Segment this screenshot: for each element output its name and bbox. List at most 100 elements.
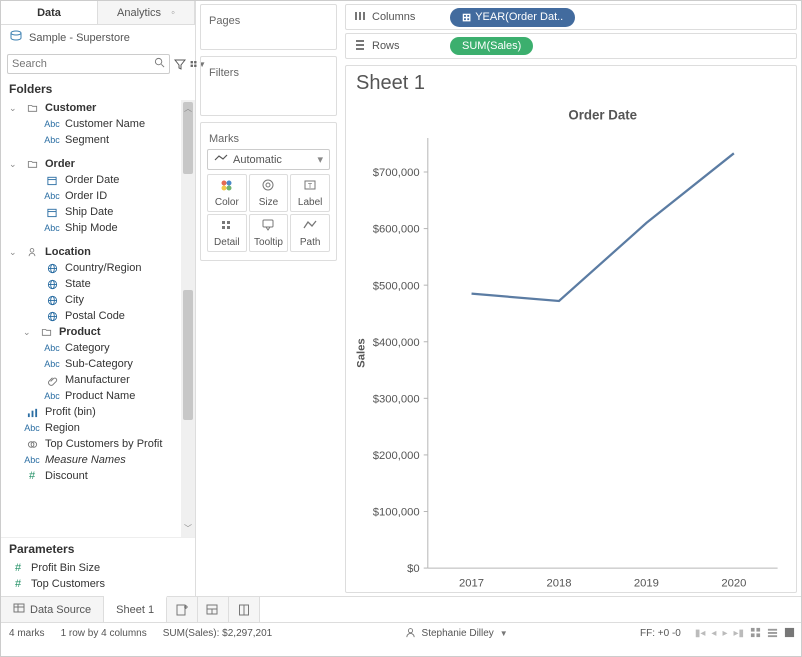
field-label: Order Date <box>65 174 119 186</box>
filters-shelf[interactable]: Filters <box>200 56 337 116</box>
filters-title: Filters <box>201 57 336 89</box>
main-area: Columns ⊞ YEAR(Order Dat.. Rows SUM(Sale… <box>341 1 801 596</box>
nav-last-icon[interactable]: ▸▮ <box>733 628 744 639</box>
param-profit-bin-size[interactable]: #Profit Bin Size <box>9 560 187 576</box>
y-tick-label: $100,000 <box>373 507 420 519</box>
field-order-id[interactable]: AbcOrder ID <box>9 188 191 204</box>
field-segment[interactable]: AbcSegment <box>9 132 191 148</box>
folder-icon <box>23 159 41 169</box>
plus-icon: ⊞ <box>462 11 471 24</box>
folder-customer[interactable]: ⌄Customer <box>9 100 191 116</box>
view-list-icon[interactable] <box>767 627 778 641</box>
filter-fields-icon[interactable] <box>174 56 186 72</box>
x-tick-label: 2018 <box>546 578 571 590</box>
columns-icon <box>354 10 366 25</box>
field-discount[interactable]: #Discount <box>9 468 191 484</box>
size-icon <box>260 178 276 195</box>
tab-analytics[interactable]: Analytics ◦ <box>98 1 195 24</box>
field-country-region[interactable]: Country/Region <box>9 260 191 276</box>
field-customer-name[interactable]: AbcCustomer Name <box>9 116 191 132</box>
line-series[interactable] <box>472 153 734 301</box>
status-user-area[interactable]: Stephanie Dilley ▼ <box>405 627 508 641</box>
tab-data-source[interactable]: Data Source <box>1 597 104 622</box>
param-top-customers[interactable]: #Top Customers <box>9 576 187 592</box>
rows-label: Rows <box>372 40 400 52</box>
field-ship-date[interactable]: Ship Date <box>9 204 191 220</box>
viz-card: Sheet 1 Order Date$0$100,000$200,000$300… <box>345 65 797 593</box>
field-manufacturer[interactable]: Manufacturer <box>9 372 191 388</box>
x-tick-label: 2020 <box>721 578 746 590</box>
y-axis-title: Sales <box>355 338 367 368</box>
field-label: Product Name <box>65 390 135 402</box>
new-worksheet-button[interactable] <box>167 597 198 622</box>
field-city[interactable]: City <box>9 292 191 308</box>
marks-tooltip-button[interactable]: Tooltip <box>249 214 289 252</box>
pages-shelf[interactable]: Pages <box>200 4 337 50</box>
datasource-row[interactable]: Sample - Superstore <box>1 25 195 50</box>
scrollbar-thumb-lower[interactable] <box>183 290 193 420</box>
field-label: Customer Name <box>65 118 145 130</box>
columns-pill-year[interactable]: ⊞ YEAR(Order Dat.. <box>450 8 575 27</box>
field-label: Sub-Category <box>65 358 133 370</box>
scroll-up-icon[interactable]: ︿ <box>181 103 195 114</box>
field-sub-category[interactable]: AbcSub-Category <box>9 356 191 372</box>
folder-location[interactable]: ⌄Location <box>9 244 191 260</box>
path-icon <box>302 218 318 235</box>
new-dashboard-button[interactable] <box>198 597 229 622</box>
tab-data-label: Data <box>37 7 61 19</box>
tab-data[interactable]: Data <box>1 1 98 24</box>
nav-first-icon[interactable]: ▮◂ <box>695 628 706 639</box>
columns-shelf[interactable]: Columns ⊞ YEAR(Order Dat.. <box>345 4 797 30</box>
tooltip-icon <box>260 218 276 235</box>
marks-path-button[interactable]: Path <box>290 214 330 252</box>
y-tick-label: $400,000 <box>373 337 420 349</box>
marks-title: Marks <box>201 123 336 149</box>
columns-label: Columns <box>372 11 415 23</box>
view-grid-icon[interactable] <box>750 627 761 641</box>
marks-label-button[interactable]: TLabel <box>290 174 330 212</box>
worksheet-tabs: Data Source Sheet 1 <box>1 596 801 622</box>
detail-icon <box>219 218 235 235</box>
tab-sheet1[interactable]: Sheet 1 <box>104 596 167 622</box>
field-state[interactable]: State <box>9 276 191 292</box>
field-product-name[interactable]: AbcProduct Name <box>9 388 191 404</box>
mark-cell-label: Path <box>300 237 321 248</box>
view-film-icon[interactable] <box>784 627 795 641</box>
tab-analytics-label: Analytics <box>117 7 161 19</box>
field-order-date[interactable]: Order Date <box>9 172 191 188</box>
scroll-down-icon[interactable]: ﹀ <box>181 523 195 534</box>
status-ff: FF: +0 -0 <box>632 628 689 639</box>
field-region[interactable]: AbcRegion <box>9 420 191 436</box>
mark-type-dropdown[interactable]: Automatic ▾ <box>207 149 330 170</box>
search-input-wrap[interactable] <box>7 54 170 74</box>
analytics-caret-icon: ◦ <box>171 7 175 19</box>
field-label: Discount <box>45 470 88 482</box>
status-rows-cols: 1 row by 4 columns <box>53 628 155 639</box>
sheet-title[interactable]: Sheet 1 <box>346 66 796 101</box>
rows-pill-sum-sales[interactable]: SUM(Sales) <box>450 37 533 55</box>
new-story-button[interactable] <box>229 597 260 622</box>
folder-order[interactable]: ⌄Order <box>9 156 191 172</box>
field-measure-names[interactable]: AbcMeasure Names <box>9 452 191 468</box>
nav-prev-icon[interactable]: ◂ <box>711 628 716 639</box>
color-icon <box>219 178 235 195</box>
tab-sheet1-label: Sheet 1 <box>116 604 154 616</box>
field-top-customers-by-profit[interactable]: Top Customers by Profit <box>9 436 191 452</box>
marks-color-button[interactable]: Color <box>207 174 247 212</box>
param-label: Profit Bin Size <box>31 562 100 574</box>
chart-title: Order Date <box>568 107 637 122</box>
rows-shelf[interactable]: Rows SUM(Sales) <box>345 33 797 59</box>
search-input[interactable] <box>12 58 154 70</box>
chart-area[interactable]: Order Date$0$100,000$200,000$300,000$400… <box>346 101 796 593</box>
folder-product[interactable]: ⌄Product <box>9 324 191 340</box>
parameters-heading: Parameters <box>1 537 195 560</box>
field-category[interactable]: AbcCategory <box>9 340 191 356</box>
scrollbar-track[interactable]: ︿ ﹀ <box>181 100 195 537</box>
field-ship-mode[interactable]: AbcShip Mode <box>9 220 191 236</box>
data-pane: Data Analytics◦ Sample - Superstore ▼ <box>1 1 196 596</box>
field-profit-bin-[interactable]: Profit (bin) <box>9 404 191 420</box>
marks-size-button[interactable]: Size <box>249 174 289 212</box>
marks-detail-button[interactable]: Detail <box>207 214 247 252</box>
field-postal-code[interactable]: Postal Code <box>9 308 191 324</box>
nav-next-icon[interactable]: ▸ <box>722 628 727 639</box>
